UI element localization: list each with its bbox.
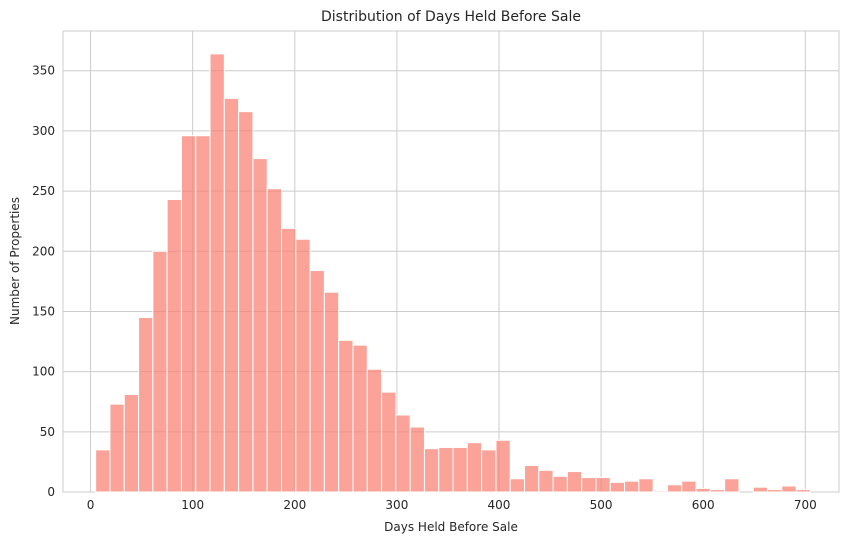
histogram-bar [552,475,568,493]
histogram-bar [795,489,811,493]
histogram-bar [295,238,311,493]
histogram-bar [423,448,440,493]
histogram-bars [95,53,811,493]
y-axis-label: Number of Properties [8,197,22,325]
x-tick-label: 700 [794,498,817,512]
y-tick-label: 150 [32,304,55,318]
y-tick-label: 200 [32,244,55,258]
x-axis-label: Days Held Before Sale [384,520,518,534]
y-tick-label: 300 [32,124,55,138]
x-tick-label: 500 [590,498,613,512]
histogram-bar [709,489,726,493]
x-tick-label: 200 [283,498,306,512]
x-tick-label: 600 [692,498,715,512]
y-tick-label: 100 [32,365,55,379]
histogram-bar [438,446,454,493]
histogram-bar [524,465,540,493]
y-tick-label: 350 [32,64,55,78]
y-tick-labels: 0 50 100 150 200 250 300 350 [32,64,55,499]
histogram-bar [95,449,111,493]
histogram-bar [309,270,325,493]
histogram-bar [781,485,797,493]
y-tick-label: 250 [32,184,55,198]
histogram-bar [466,442,483,493]
x-tick-label: 0 [87,498,95,512]
histogram-bar [123,394,140,493]
histogram-bar [138,316,154,493]
histogram-bar [209,53,225,493]
histogram-bar [752,486,769,493]
histogram-bar [495,439,511,493]
histogram-bar [666,484,683,493]
x-tick-label: 400 [488,498,511,512]
histogram-bar [724,478,740,493]
histogram-bar [281,227,297,493]
histogram-bar [452,446,468,493]
histogram-bar [152,250,168,493]
histogram-bar [323,291,340,493]
histogram-bar [695,487,711,493]
histogram-bar [538,469,554,493]
histogram-bar [581,477,597,493]
histogram-bar [638,478,654,493]
x-tick-label: 300 [385,498,408,512]
y-tick-label: 0 [47,485,55,499]
histogram-bar [352,344,368,493]
histogram-bar [195,135,211,493]
histogram-bar [409,426,425,493]
histogram-bar [366,368,383,493]
histogram-bar [652,490,668,493]
x-tick-label: 100 [181,498,204,512]
histogram-bar [395,414,411,493]
histogram-bar [681,480,697,493]
histogram-bar [238,111,254,493]
histogram-bar [624,480,640,493]
histogram-bar [509,478,526,493]
histogram-bar [609,481,626,493]
histogram-bar [223,97,240,493]
histogram-bar [595,477,611,493]
histogram-bar [481,449,497,493]
y-tick-label: 50 [40,425,55,439]
chart-title: Distribution of Days Held Before Sale [321,9,581,25]
histogram-bar [252,158,268,493]
histogram-bar [381,391,397,493]
histogram-bar [180,135,197,493]
x-tick-labels: 0 100 200 300 400 500 600 700 [87,498,817,512]
histogram-bar [109,403,125,493]
histogram-bar [266,188,283,493]
histogram-bar [166,199,182,493]
histogram-bar [338,339,354,493]
histogram-bar [566,471,583,493]
histogram-bar [767,489,783,493]
